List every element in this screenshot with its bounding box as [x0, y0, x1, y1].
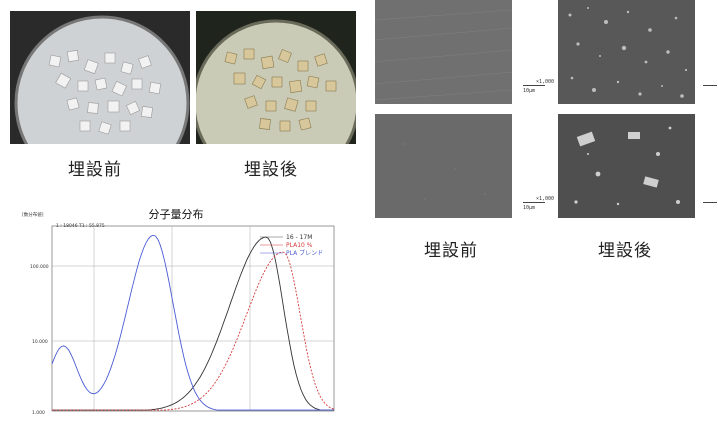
sem-mag-label-2: ×1,000 — [536, 196, 555, 202]
sem-before-caption: 埋設前 — [424, 241, 478, 261]
sem-after-bottom — [558, 114, 695, 218]
sem-before-top-image — [375, 0, 512, 104]
legend-label-1: PLA10 % — [286, 242, 313, 249]
sem-scale-bar-3 — [703, 85, 717, 86]
sem-after-top-image — [558, 0, 695, 104]
sem-after-caption: 埋設後 — [598, 241, 652, 261]
y-tick-label-1: 10.000 — [32, 339, 48, 345]
sem-after-top — [558, 0, 695, 104]
photo-before-burial — [10, 11, 190, 144]
sem-before-bottom — [375, 114, 512, 218]
chart-header-left: [数分布値] — [22, 211, 44, 218]
sem-before-bottom-image — [375, 114, 512, 218]
series-line-2 — [51, 234, 334, 411]
plot-area — [51, 225, 335, 412]
photo-before-image — [10, 11, 190, 144]
y-tick-label-2: 1.000 — [32, 410, 45, 416]
sem-scale-bar-4 — [703, 202, 717, 203]
legend-label-2: PLA ブレンド — [286, 249, 323, 257]
chart-legend: 16 - 17M PLA10 % PLA ブレンド — [260, 234, 323, 257]
y-tick-label-0: 100.000 — [30, 264, 49, 270]
sem-scale-label: 10μm — [523, 88, 536, 94]
molecular-weight-chart: 分子量分布 [数分布値] 1 : 18046 T1 : 55.875 100.0… — [22, 208, 335, 416]
sem-scale-bar-2 — [523, 202, 545, 203]
sem-scale-label-2: 10μm — [523, 205, 536, 211]
photo-after-burial — [196, 11, 356, 144]
sem-after-bottom-image — [558, 114, 695, 218]
chart-title: 分子量分布 — [149, 208, 204, 221]
photo-after-image — [196, 11, 356, 144]
sem-scale-bar — [523, 85, 545, 86]
sem-before-top — [375, 0, 512, 104]
series-line-1 — [52, 251, 335, 411]
sem-mag-label: ×1,000 — [536, 79, 555, 85]
series-layer — [51, 234, 335, 411]
legend-label-0: 16 - 17M — [286, 234, 312, 241]
series-line-0 — [52, 236, 334, 411]
photo-after-caption: 埋設後 — [244, 160, 298, 180]
photo-before-caption: 埋設前 — [68, 160, 122, 180]
